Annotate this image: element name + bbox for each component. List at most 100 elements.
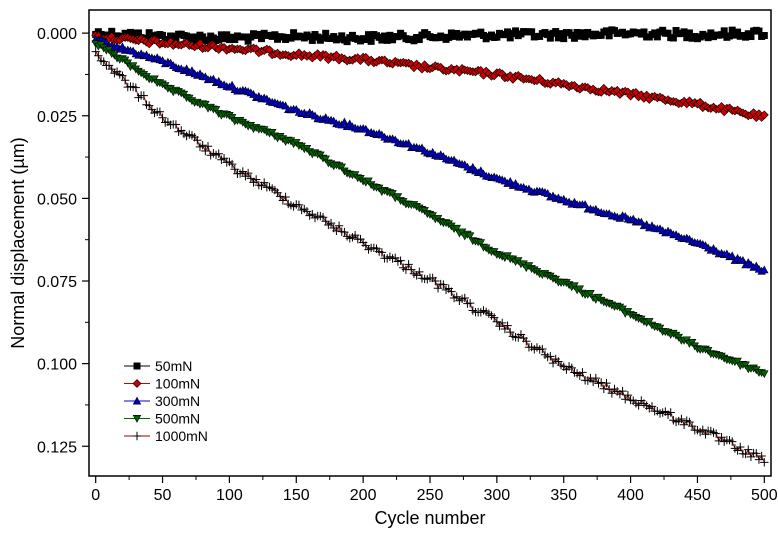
data-point (698, 425, 707, 435)
data-point (238, 167, 247, 176)
legend-item: 500mN (124, 411, 200, 427)
data-point (578, 368, 587, 377)
data-point (321, 155, 330, 164)
data-point (503, 321, 512, 330)
data-point (340, 227, 349, 237)
series-1000mN (91, 47, 769, 467)
legend-marker (132, 379, 142, 388)
data-point (602, 378, 611, 388)
data-point (94, 51, 103, 60)
data-point (431, 276, 440, 286)
data-point (171, 120, 181, 129)
data-point (575, 285, 584, 294)
data-point (599, 384, 609, 394)
data-point (567, 363, 576, 373)
y-tick-label: 0.025 (37, 109, 77, 126)
legend-label: 500mN (155, 411, 200, 427)
data-point (334, 221, 344, 230)
data-point (465, 298, 475, 308)
data-point (759, 110, 769, 120)
data-point (447, 287, 456, 296)
data-point (396, 256, 405, 265)
data-point (439, 280, 448, 289)
y-axis: 0.000 0.025 0.050 0.075 0.100 0.125 (37, 26, 89, 456)
data-point (728, 251, 737, 260)
data-point (120, 76, 130, 85)
legend-item: 300mN (124, 393, 200, 409)
x-tick-label: 400 (617, 487, 644, 504)
series-line (95, 43, 765, 375)
data-point (158, 113, 167, 122)
data-point (618, 305, 627, 314)
data-point (326, 218, 336, 228)
data-point (760, 32, 768, 40)
data-point (118, 71, 127, 80)
data-point (259, 178, 269, 187)
data-point (415, 267, 424, 277)
data-point (728, 437, 737, 446)
data-point (669, 34, 677, 42)
data-point (476, 239, 486, 248)
data-point (460, 293, 469, 303)
y-tick-label: 0.125 (37, 439, 77, 456)
data-point (302, 207, 312, 216)
data-point (677, 414, 686, 424)
data-point (393, 193, 403, 202)
data-point (711, 429, 721, 438)
data-point (465, 232, 475, 241)
legend-marker (133, 362, 141, 370)
series-100mN (91, 30, 769, 123)
x-tick-label: 350 (550, 487, 577, 504)
data-point (647, 402, 657, 411)
data-point (736, 442, 745, 452)
legend-item: 50mN (124, 358, 192, 374)
data-point (757, 451, 766, 461)
data-point (498, 318, 507, 328)
data-point (404, 260, 413, 269)
y-axis-title: Normal displacement (µm) (8, 137, 28, 348)
legend-label: 50mN (155, 358, 192, 374)
data-point (251, 175, 261, 184)
data-point (560, 35, 568, 43)
data-point (760, 370, 769, 379)
data-point (337, 163, 346, 172)
data-point (522, 337, 531, 346)
data-point (717, 433, 726, 442)
data-point (243, 168, 253, 178)
x-tick-label: 0 (91, 487, 100, 504)
data-point (607, 389, 617, 398)
data-point (596, 378, 606, 387)
data-point (294, 200, 304, 210)
x-axis: 0 50 100 150 200 250 300 350 400 450 500 (91, 476, 778, 504)
legend-label: 300mN (155, 393, 200, 409)
data-point (760, 265, 769, 274)
legend-marker (132, 431, 142, 441)
legend-marker (132, 414, 142, 423)
data-point (211, 106, 221, 114)
data-point (367, 37, 375, 45)
x-tick-label: 150 (283, 487, 310, 504)
x-tick-label: 50 (154, 487, 172, 504)
data-point (219, 153, 229, 163)
data-point (340, 117, 349, 126)
data-point (738, 256, 748, 264)
x-tick-label: 300 (484, 487, 511, 504)
series-500mN (91, 40, 769, 379)
x-tick-label: 100 (216, 487, 243, 504)
data-point (634, 401, 643, 410)
y-tick-label: 0.050 (37, 191, 77, 208)
data-point (752, 449, 761, 458)
data-point (198, 141, 207, 150)
data-point (741, 449, 750, 459)
data-point (230, 165, 239, 174)
data-point (281, 192, 290, 202)
data-point (666, 408, 675, 417)
legend-item: 1000mN (124, 428, 208, 444)
legend-label: 1000mN (155, 428, 208, 444)
data-point (586, 290, 595, 298)
data-point (227, 159, 237, 169)
y-tick-label: 0.075 (37, 274, 77, 291)
data-point (506, 327, 515, 337)
